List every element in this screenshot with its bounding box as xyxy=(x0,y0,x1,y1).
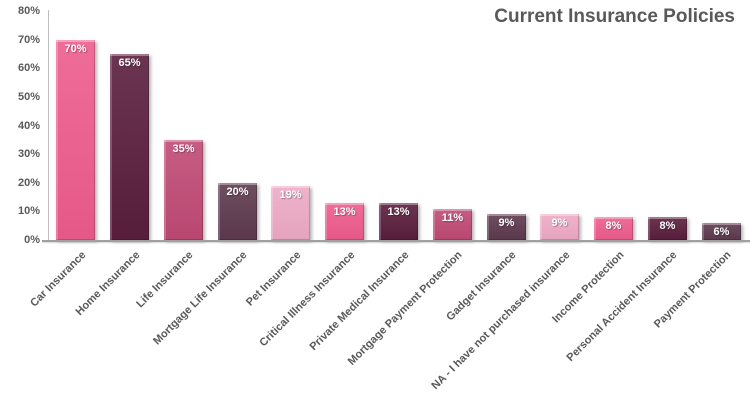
chart-title: Current Insurance Policies xyxy=(494,6,735,27)
bar-value-label: 70% xyxy=(64,43,87,55)
y-tick-label: 30% xyxy=(17,148,40,161)
bar: 19% xyxy=(271,186,310,240)
x-axis-line xyxy=(42,240,750,242)
bar: 9% xyxy=(487,214,526,240)
bar-value-label: 20% xyxy=(226,186,249,198)
bar: 20% xyxy=(218,183,257,240)
bar-value-label: 19% xyxy=(279,189,302,201)
bar: 13% xyxy=(325,203,364,240)
y-tick-label: 80% xyxy=(17,5,40,17)
bar-value-label: 13% xyxy=(387,206,410,218)
bar-value-label: 8% xyxy=(605,220,622,232)
y-tick-label: 10% xyxy=(17,205,40,218)
y-axis-line xyxy=(48,10,49,241)
bar: 65% xyxy=(110,54,149,240)
bar: 70% xyxy=(56,40,95,240)
bar-value-label: 9% xyxy=(498,217,515,229)
bar: 8% xyxy=(594,217,633,240)
bar: 11% xyxy=(433,209,472,240)
bar: 13% xyxy=(379,203,418,240)
y-tick-label: 50% xyxy=(17,90,40,103)
bar-value-label: 8% xyxy=(659,220,676,232)
bar: 35% xyxy=(164,140,203,240)
bar: 6% xyxy=(702,223,741,240)
bar-value-label: 9% xyxy=(551,217,568,229)
y-tick-label: 20% xyxy=(17,176,40,189)
y-tick-label: 70% xyxy=(17,33,40,46)
bar: 9% xyxy=(540,214,579,240)
bar-value-label: 13% xyxy=(333,206,356,218)
bar-value-label: 6% xyxy=(713,226,730,238)
bar-value-label: 65% xyxy=(118,57,141,69)
bar-value-label: 35% xyxy=(172,143,195,155)
y-tick-label: 40% xyxy=(17,119,40,132)
y-tick-label: 0% xyxy=(24,234,40,246)
bar-value-label: 11% xyxy=(441,212,464,224)
bar: 8% xyxy=(648,217,687,240)
y-tick-label: 60% xyxy=(17,62,40,75)
